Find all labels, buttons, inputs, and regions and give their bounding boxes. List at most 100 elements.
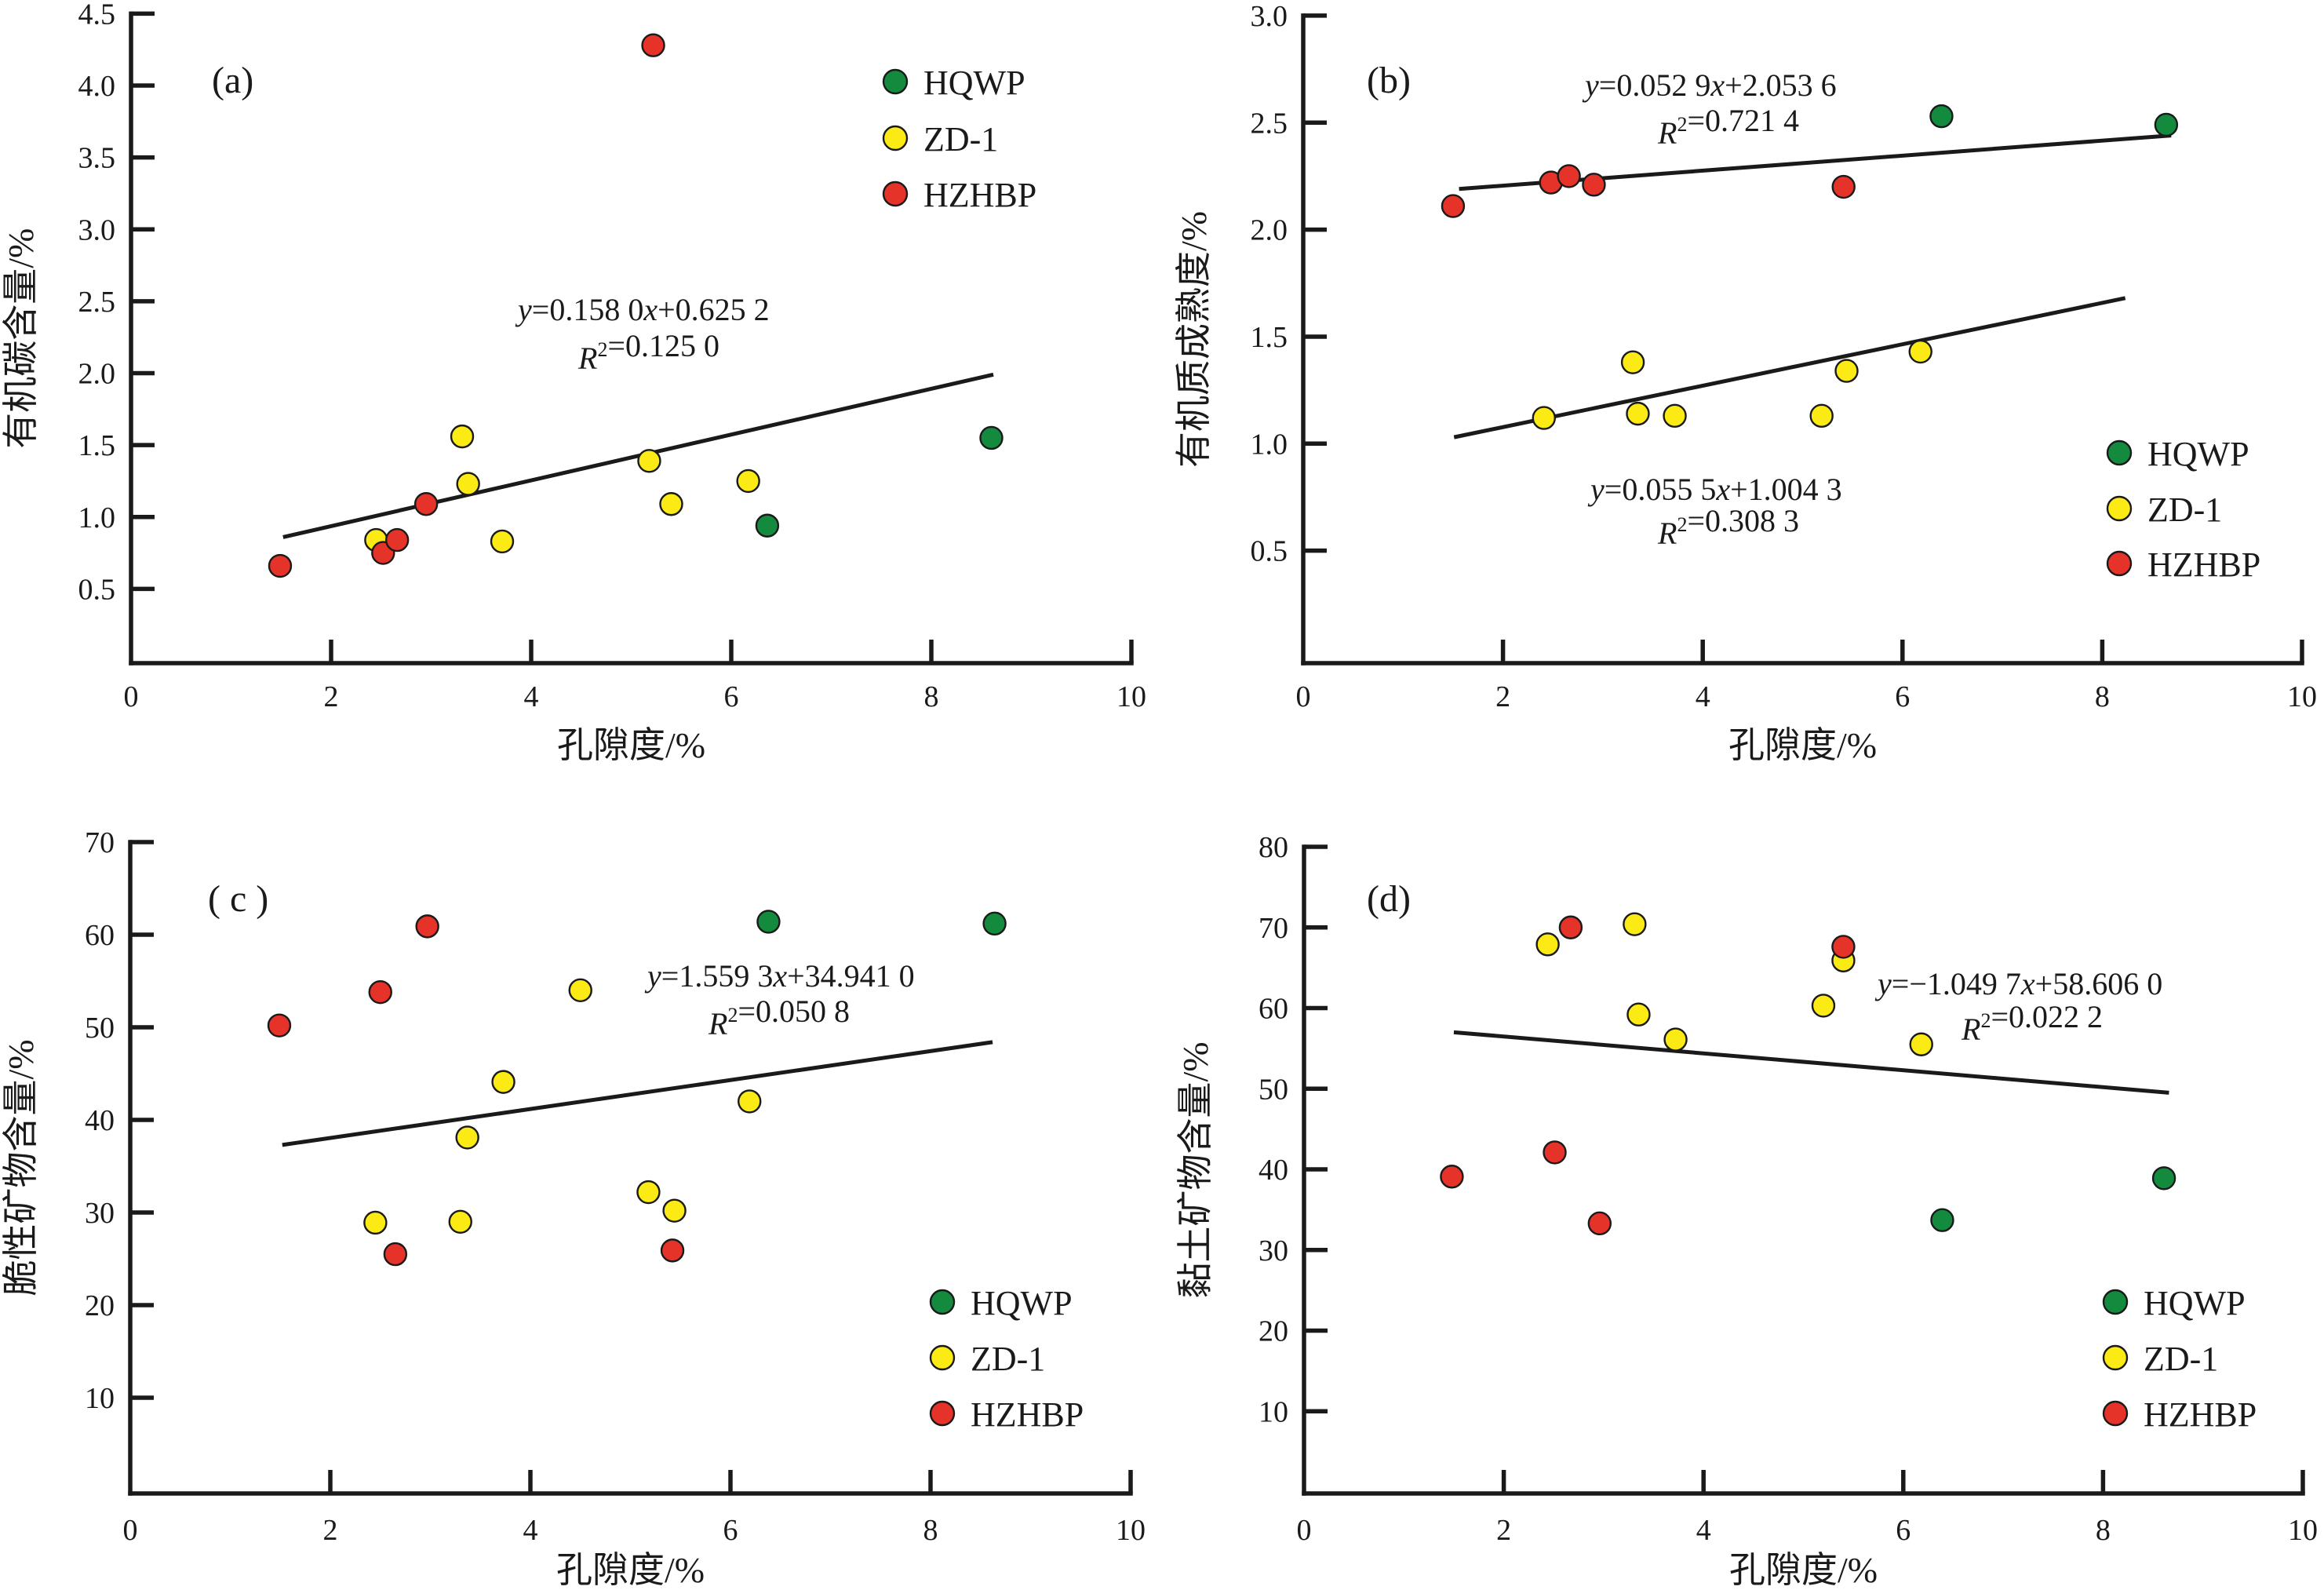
y-tick-label: 1.0 [1251, 428, 1288, 461]
data-point [636, 1180, 661, 1205]
data-point [637, 449, 661, 473]
x-tick-label: 4 [523, 1514, 538, 1547]
data-point [450, 424, 475, 449]
r-squared-label: R2=0.050 8 [708, 994, 850, 1041]
legend: HQWP ZD-1 HZHBP [2106, 435, 2260, 584]
x-tick-label: 8 [2095, 680, 2110, 713]
x-tick-label: 0 [1297, 1514, 1312, 1547]
data-point [1623, 912, 1647, 936]
legend-label: HZHBP [2147, 545, 2260, 584]
series-zd-1 [364, 424, 760, 554]
x-tick-label: 4 [1696, 1514, 1711, 1547]
data-point [1663, 1027, 1688, 1052]
y-tick-label: 1.0 [78, 501, 116, 534]
data-point [1663, 403, 1687, 428]
x-tick-label: 2 [1496, 1514, 1511, 1547]
series-hqwp [755, 425, 1004, 538]
series-hqwp [1930, 1166, 2176, 1232]
r-squared-label: R2=0.308 3 [1657, 503, 1799, 551]
data-point [1909, 1032, 1933, 1056]
y-tick-label: 1.5 [1251, 321, 1288, 354]
y-tick-label: 30 [1259, 1234, 1288, 1267]
data-point [1626, 1002, 1651, 1027]
y-tick-label: 40 [1259, 1154, 1288, 1187]
data-point [1543, 1140, 1567, 1165]
x-tick-label: 2 [324, 680, 339, 713]
legend-marker [2102, 1400, 2129, 1427]
data-point [368, 979, 392, 1005]
legend-label: ZD-1 [923, 120, 998, 159]
data-point [456, 472, 480, 496]
legend-label: HQWP [2147, 435, 2249, 473]
legend-label: ZD-1 [971, 1340, 1045, 1378]
data-point [1831, 935, 1856, 959]
data-point [1582, 173, 1606, 197]
x-tick-label: 8 [924, 680, 939, 713]
series-hqwp [756, 910, 1007, 936]
data-point [979, 425, 1004, 450]
x-tick-label: 10 [2287, 680, 2317, 713]
x-axis-title: 孔隙度/% [556, 1550, 705, 1590]
data-point [383, 1242, 408, 1267]
panel-label: (b) [1367, 60, 1411, 101]
x-tick-label: 4 [524, 680, 539, 713]
y-tick-label: 60 [1259, 993, 1288, 1026]
data-point [1441, 194, 1466, 218]
panel-label: (a) [212, 60, 253, 101]
data-point [413, 492, 439, 516]
legend: HQWP ZD-1 HZHBP [882, 64, 1036, 214]
data-point [2151, 1166, 2176, 1191]
y-tick-label: 80 [1259, 831, 1288, 864]
data-point [1535, 932, 1560, 957]
y-tick-label: 3.0 [1251, 0, 1288, 33]
data-point [1809, 403, 1834, 428]
x-axis-title: 孔隙度/% [557, 725, 705, 765]
legend-marker [2106, 550, 2133, 577]
series-zd-1 [363, 978, 762, 1235]
y-tick-label: 20 [1259, 1315, 1288, 1348]
r-squared-label: R2=0.125 0 [577, 328, 719, 376]
data-point [384, 527, 410, 552]
data-point [659, 492, 683, 516]
data-point [1834, 359, 1859, 383]
legend: HQWP ZD-1 HZHBP [929, 1284, 1084, 1434]
y-tick-label: 0.5 [78, 573, 116, 606]
series-hqwp [1929, 104, 2179, 137]
y-tick-label: 70 [85, 826, 115, 859]
panel-b: 0 2 4 6 8 10 0.5 1.0 1.5 2.0 2.5 3.0 孔隙度/% 有机质成熟度/% (b… [1174, 0, 2317, 765]
y-tick-label: 3.0 [78, 213, 116, 246]
y-tick-label: 30 [85, 1197, 115, 1230]
regression-equation: y=−1.049 7x+58.606 0 [1874, 966, 2162, 1001]
data-point [1908, 339, 1932, 364]
series-hzhbp [1441, 164, 1856, 218]
y-tick-label: 50 [1259, 1073, 1288, 1106]
y-tick-label: 4.0 [78, 70, 116, 103]
data-point [490, 529, 515, 554]
regression-line [1453, 296, 2126, 439]
regression-equation: y=0.055 5x+1.004 3 [1587, 472, 1842, 507]
legend-label: HZHBP [2144, 1395, 2257, 1434]
data-point [1831, 174, 1856, 199]
legend-marker [929, 1400, 956, 1427]
y-tick-label: 70 [1259, 912, 1288, 945]
panel-a: 0 2 4 6 8 10 0.5 1.0 1.5 2.0 2.5 3.0 3.5 4.0 4.5 孔隙度/% 有… [1, 0, 1146, 765]
legend-label: HZHBP [971, 1395, 1084, 1434]
legend-label: ZD-1 [2147, 490, 2222, 529]
data-point [448, 1209, 472, 1234]
x-tick-label: 8 [2096, 1514, 2111, 1547]
legend-label: HZHBP [923, 176, 1036, 214]
data-point [756, 910, 781, 934]
data-point [1587, 1211, 1612, 1236]
y-tick-label: 2.5 [78, 286, 116, 319]
data-point [267, 1013, 292, 1038]
data-point [455, 1125, 479, 1150]
y-tick-label: 1.5 [78, 429, 116, 462]
y-tick-label: 50 [85, 1012, 115, 1045]
y-tick-label: 60 [85, 919, 115, 952]
data-point [982, 911, 1007, 936]
legend-label: HQWP [923, 64, 1025, 102]
y-tick-label: 40 [85, 1104, 115, 1137]
data-point [1620, 350, 1645, 374]
panel-d: 0 2 4 6 8 10 10 20 30 40 50 60 70 80 孔隙度/% 黏土矿物含量/% (d) y… [1175, 831, 2318, 1590]
